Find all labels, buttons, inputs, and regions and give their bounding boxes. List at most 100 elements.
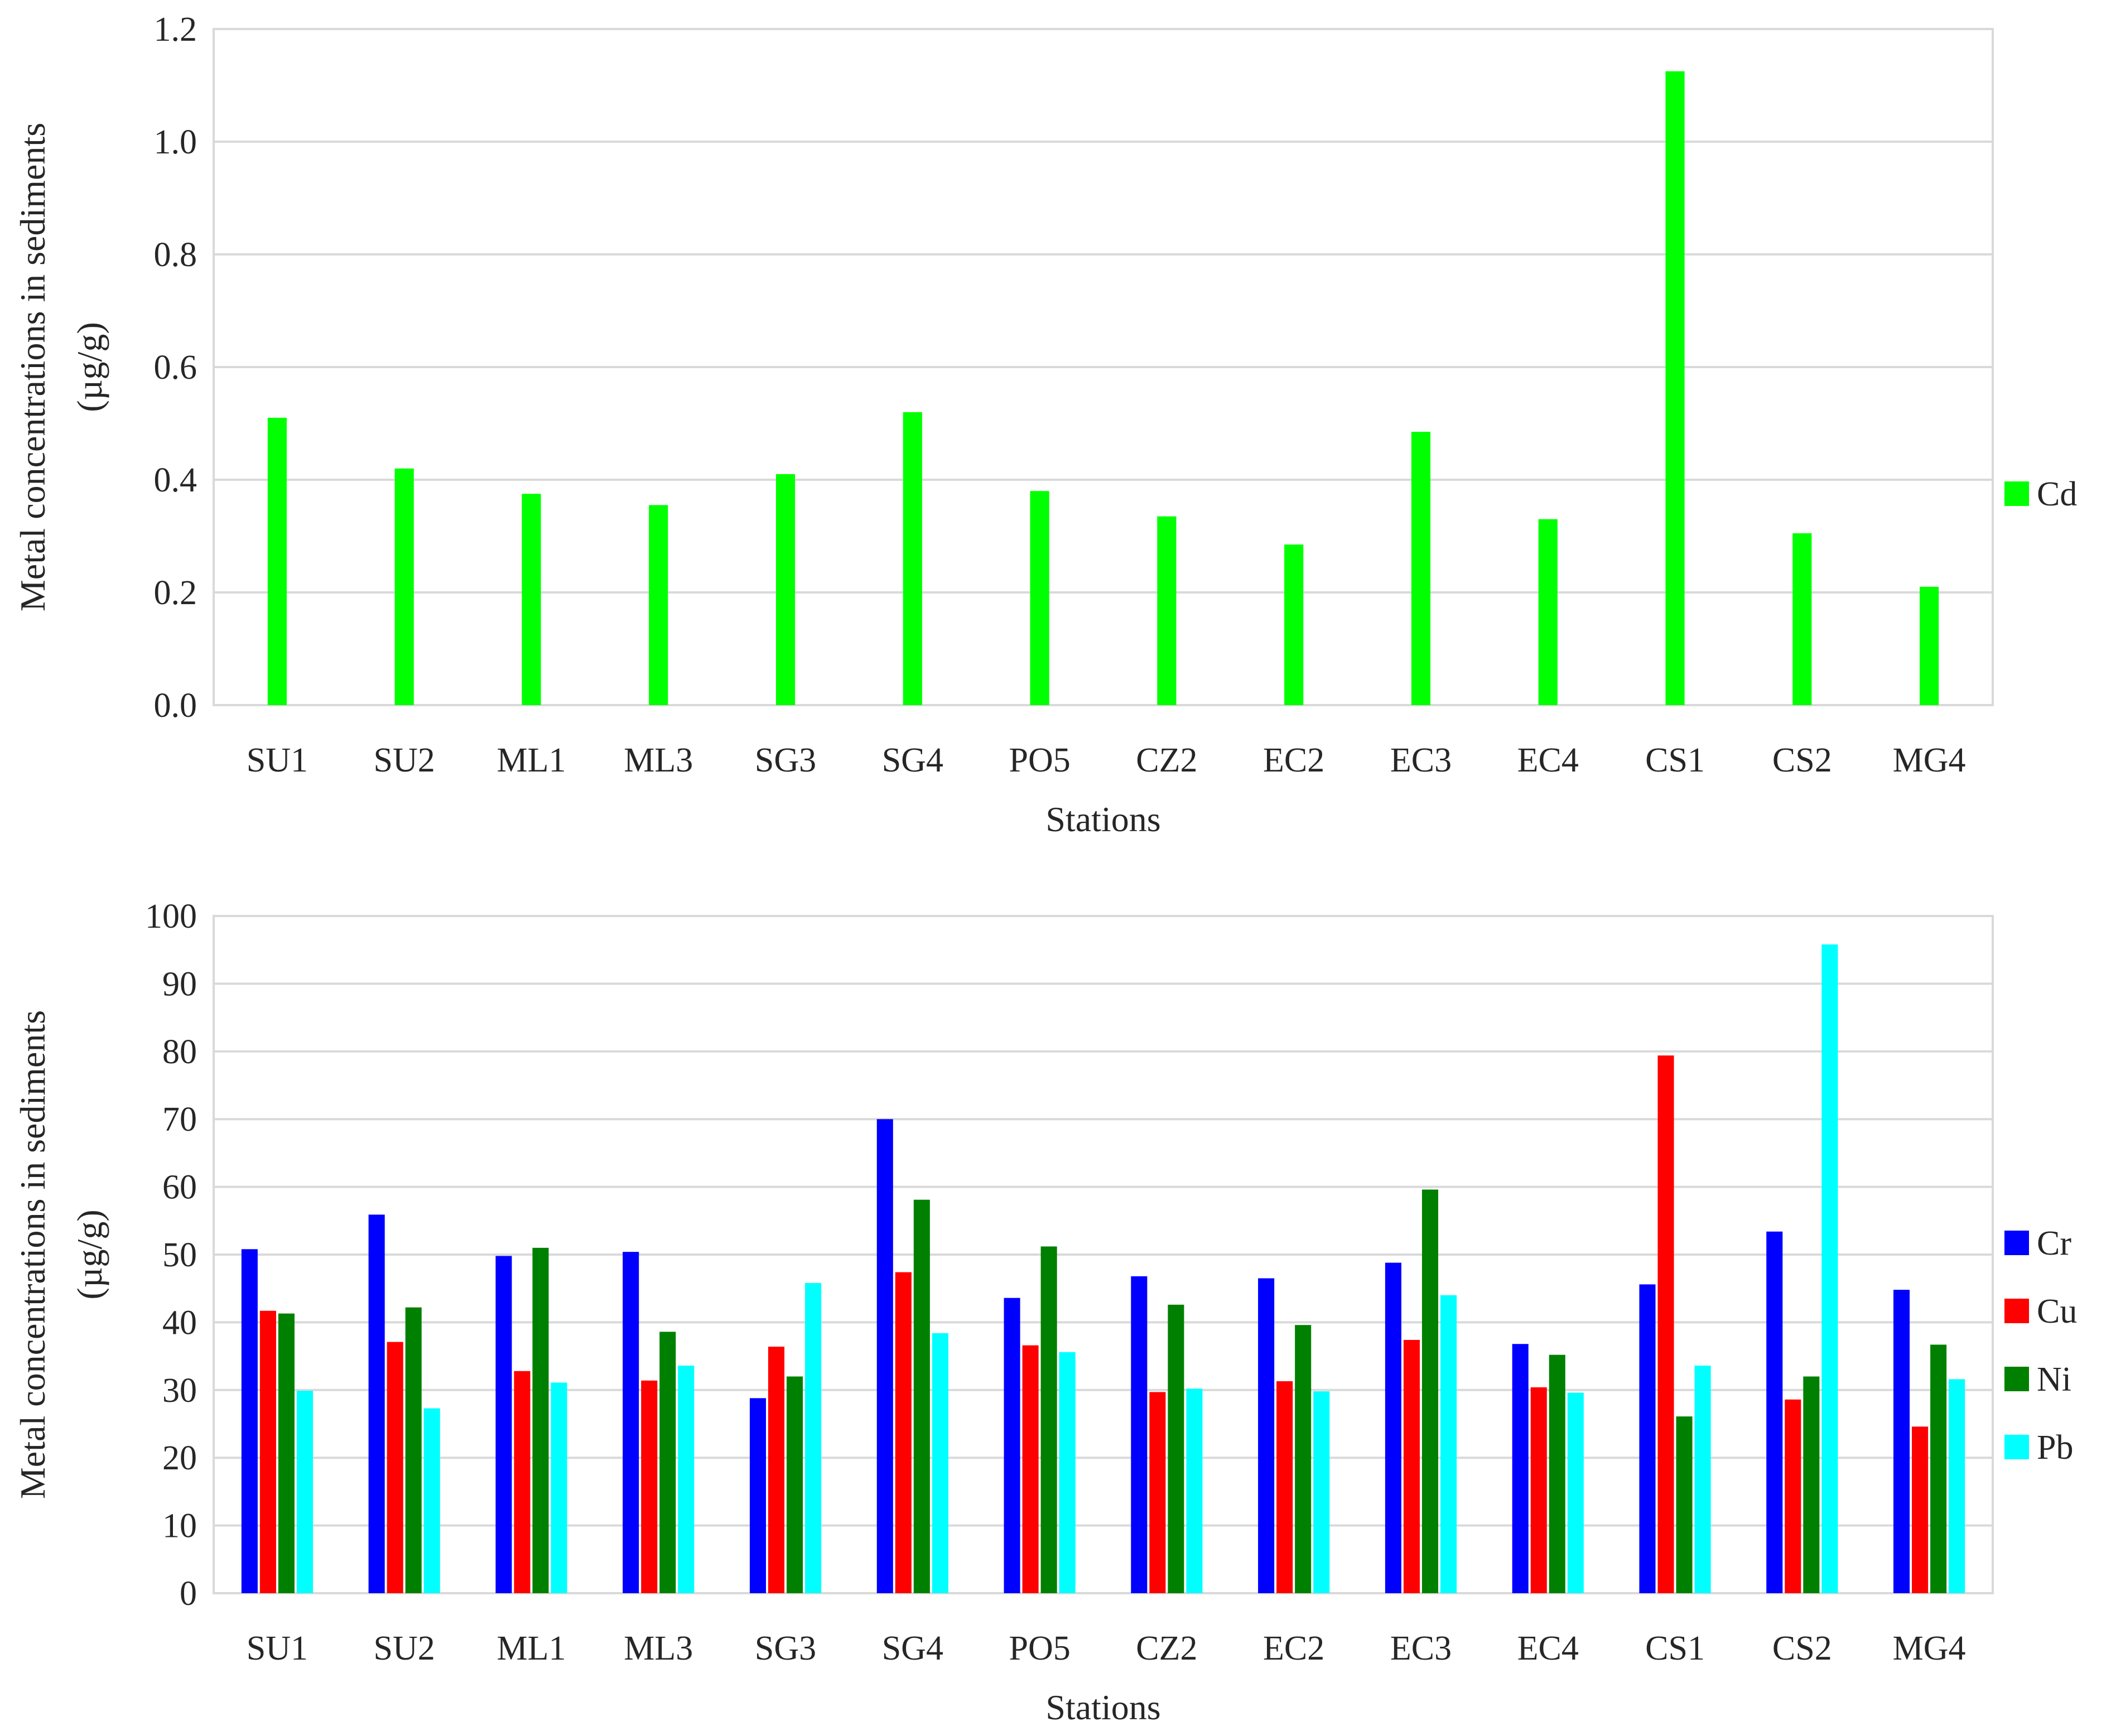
bar-cd-su1	[267, 417, 287, 705]
bar-cd-ml3	[649, 505, 668, 705]
x-tick-label: CS2	[1772, 1629, 1832, 1667]
bar-pb-ec4	[1567, 1392, 1584, 1593]
bar-pb-ml3	[678, 1366, 695, 1593]
plot-frame	[213, 28, 1994, 706]
cd-chart: 0.0 0.2 0.4 0.6 0.8 1.0 1.2 SU1 SU2 ML1 ML3 SG3 SG4 P…	[13, 11, 2077, 839]
bar-ni-su2	[405, 1307, 422, 1593]
y-tick-label: 0.4	[154, 461, 197, 499]
y-tick-label: 60	[162, 1169, 197, 1207]
x-tick-label: SG4	[882, 741, 943, 779]
x-tick-label: ML1	[497, 1629, 566, 1667]
y-tick-label: 0	[180, 1575, 197, 1613]
x-tick-label: SG4	[882, 1629, 943, 1667]
bar-cu-ml1	[514, 1371, 531, 1593]
x-tick-label: CS2	[1772, 741, 1832, 779]
legend-swatch-cu	[2004, 1299, 2029, 1323]
legend-label-pb: Pb	[2037, 1429, 2073, 1467]
bar-cr-ec3	[1385, 1262, 1401, 1593]
y-tick-label: 90	[162, 965, 197, 1003]
x-tick-label: SU2	[374, 1629, 435, 1667]
bar-pb-ec2	[1313, 1391, 1330, 1593]
x-tick-label: PO5	[1009, 741, 1070, 779]
x-tick-label: EC2	[1263, 741, 1324, 779]
bar-cu-cs1	[1657, 1055, 1674, 1593]
bar-cd-su2	[394, 468, 414, 705]
y-tick-label: 1.0	[154, 123, 197, 161]
x-tick-label: EC2	[1263, 1629, 1324, 1667]
bar-cr-cs1	[1639, 1284, 1656, 1593]
bar-cd-mg4	[1920, 586, 1939, 705]
bar-cd-cs2	[1792, 533, 1812, 705]
y-tick-label: 20	[162, 1439, 197, 1477]
x-tick-label: CS1	[1645, 1629, 1705, 1667]
bar-pb-po5	[1059, 1352, 1076, 1593]
x-tick-label: CZ2	[1136, 1629, 1197, 1667]
bar-pb-cs1	[1694, 1366, 1711, 1593]
bar-pb-cz2	[1186, 1388, 1203, 1593]
y-axis-title: Metal concentrations in sediments	[13, 123, 52, 611]
bar-ni-su1	[278, 1313, 295, 1593]
y-axis-title: Metal concentrations in sediments	[13, 1010, 52, 1499]
legend-swatch-cd	[2004, 481, 2029, 506]
x-tick-label: ML3	[624, 741, 693, 779]
legend-swatch-cr	[2004, 1231, 2029, 1255]
bar-ni-sg4	[913, 1199, 930, 1593]
bar-cd-po5	[1030, 491, 1049, 705]
bar-cu-ml3	[641, 1380, 658, 1593]
legend-label-ni: Ni	[2037, 1361, 2071, 1399]
bar-cd-sg4	[903, 412, 922, 705]
x-tick-label: PO5	[1009, 1629, 1070, 1667]
bar-cd-ml1	[522, 494, 541, 705]
x-tick-label: MG4	[1893, 1629, 1966, 1667]
plot-frame	[213, 915, 1994, 1594]
bar-cd-cs1	[1665, 71, 1685, 705]
x-axis-title: Stations	[1045, 1687, 1160, 1727]
bar-cu-cz2	[1149, 1392, 1166, 1593]
x-tick-label: EC4	[1517, 1629, 1579, 1667]
legend-swatch-pb	[2004, 1435, 2029, 1459]
bar-ni-ml3	[659, 1332, 676, 1593]
bar-cr-sg3	[749, 1398, 767, 1593]
y-tick-label: 10	[162, 1507, 197, 1545]
y-tick-label: 0.2	[154, 574, 197, 612]
bar-cu-su2	[387, 1342, 403, 1593]
bar-cu-ec3	[1403, 1339, 1420, 1593]
bar-cr-mg4	[1893, 1290, 1910, 1593]
y-tick-label: 0.0	[154, 687, 197, 725]
y-axis-title: (µg/g)	[70, 1209, 109, 1299]
bar-ni-sg3	[787, 1376, 803, 1593]
bar-ni-ec3	[1421, 1189, 1439, 1593]
bar-ni-mg4	[1930, 1344, 1947, 1593]
bar-cr-ec2	[1258, 1278, 1275, 1593]
legend-label-cd: Cd	[2037, 475, 2077, 513]
x-tick-label: ML3	[624, 1629, 693, 1667]
x-tick-label: SG3	[755, 741, 816, 779]
bar-cd-ec4	[1538, 519, 1558, 705]
bar-cu-ec2	[1276, 1381, 1293, 1593]
bar-cr-po5	[1004, 1298, 1020, 1593]
y-tick-label: 80	[162, 1033, 197, 1071]
y-tick-label: 30	[162, 1372, 197, 1410]
bar-ni-ml1	[532, 1247, 549, 1593]
bar-cr-ec4	[1512, 1344, 1529, 1593]
bar-pb-ml1	[551, 1382, 567, 1593]
bar-cr-cz2	[1131, 1276, 1148, 1593]
bar-pb-sg3	[805, 1282, 822, 1593]
x-tick-label: SU1	[247, 1629, 308, 1667]
bar-cu-su1	[259, 1310, 276, 1593]
bar-cu-sg3	[768, 1347, 785, 1593]
y-tick-label: 40	[162, 1304, 197, 1342]
bar-cd-sg3	[775, 474, 796, 705]
bar-cr-su2	[368, 1214, 385, 1593]
x-tick-label: ML1	[497, 741, 566, 779]
bar-pb-mg4	[1949, 1379, 1965, 1593]
x-tick-label: CZ2	[1136, 741, 1197, 779]
x-tick-label: SU1	[247, 741, 308, 779]
bar-cu-ec4	[1530, 1387, 1547, 1593]
bar-cr-sg4	[876, 1119, 893, 1593]
x-tick-label: EC4	[1517, 741, 1579, 779]
bar-pb-su2	[423, 1408, 440, 1593]
bar-pb-cs2	[1821, 944, 1838, 1593]
bar-cr-cs2	[1766, 1231, 1783, 1593]
